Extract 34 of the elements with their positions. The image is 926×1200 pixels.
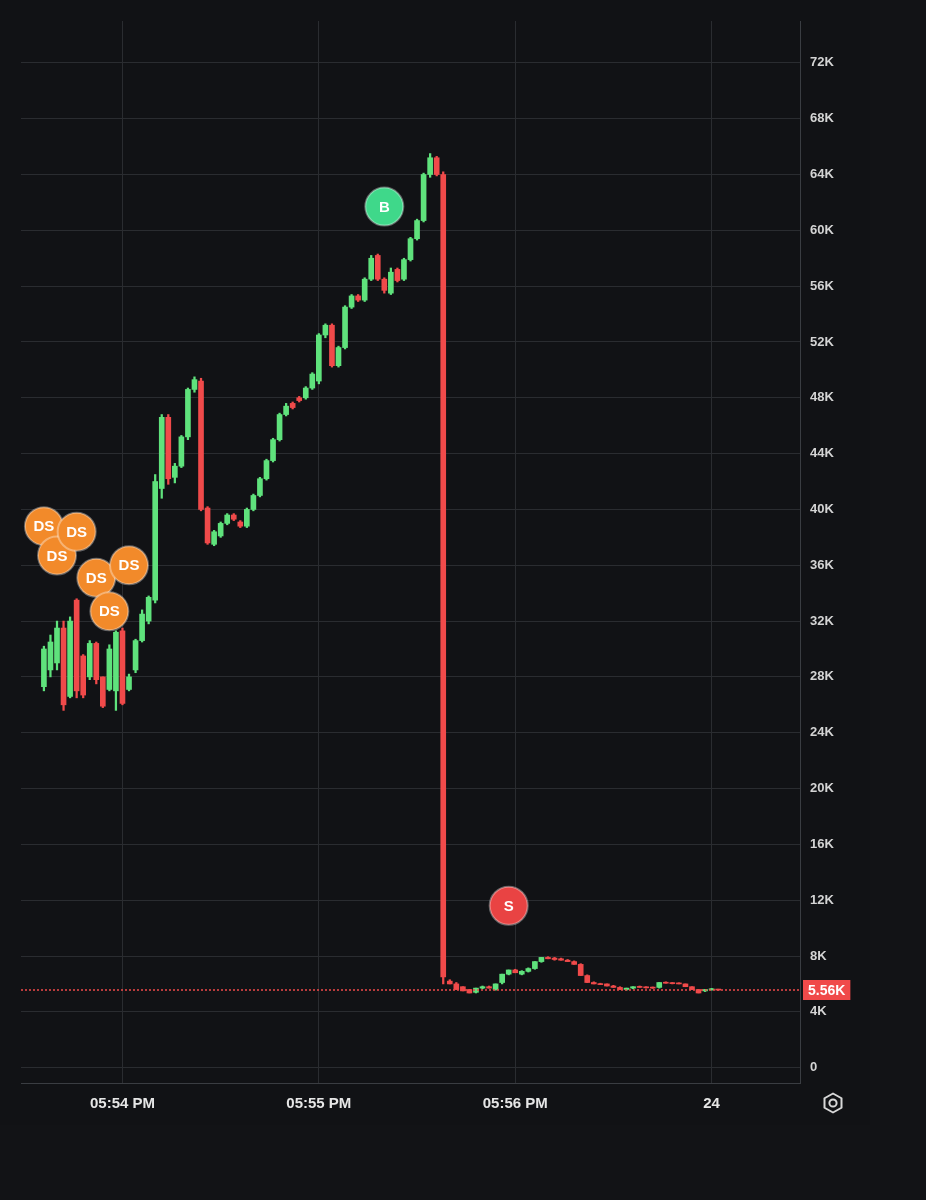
y-tick-label: 4K [810,1003,828,1019]
ref-line-label: 5.56K [808,981,846,998]
y-tick-label: 28K [810,668,835,684]
y-tick-label: 20K [810,780,835,796]
y-tick-label: 52K [810,333,835,349]
y-tick-label: 40K [810,501,835,517]
y-tick-label: 36K [810,556,835,572]
x-tick-label: 05:55 PM [286,1094,352,1112]
x-tick-label: 24 [703,1094,721,1112]
series-label: B [378,197,390,215]
point [364,186,405,227]
y-tick-label: 48K [810,389,835,405]
text: DS [118,556,140,574]
text: DS [33,517,55,535]
series-label: S [503,896,514,914]
y-tick-label: 24K [810,724,835,740]
y-tick-label: 68K [810,110,835,126]
text: DS [98,602,120,620]
y-tick-label: 72K [810,54,835,70]
x-tick-label: 05:54 PM [89,1094,155,1112]
y-tick-label: 12K [810,891,835,907]
y-tick-label: 64K [810,166,835,182]
point [488,885,529,926]
y-tick-label: 60K [810,221,835,237]
text: DS [46,546,68,564]
y-tick-label: 16K [810,835,835,851]
text: DS [85,568,107,586]
y-tick-label: 0 [810,1059,818,1075]
series-label: DS [66,522,88,540]
y-tick-label: 8K [810,947,828,963]
y-tick-label: 44K [810,445,835,461]
y-tick-label: 32K [810,612,835,628]
x-tick-label: 05:56 PM [482,1094,548,1112]
y-tick-label: 56K [810,277,835,293]
